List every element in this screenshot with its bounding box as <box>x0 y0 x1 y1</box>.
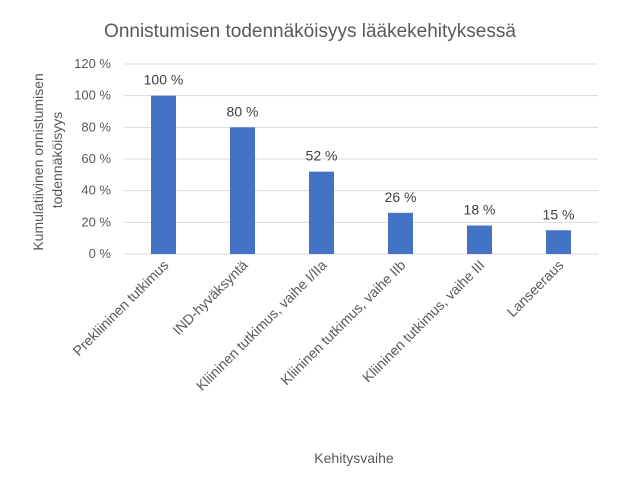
x-axis-categories: Prekliininen tutkimusIND-hyväksyntäKliin… <box>70 257 567 394</box>
bar <box>388 212 413 254</box>
x-category-label: Lanseeraus <box>504 257 567 320</box>
x-category-label: Prekliininen tutkimus <box>70 257 172 359</box>
bar <box>467 225 492 254</box>
y-tick-label: 20 % <box>81 214 111 229</box>
data-label: 100 % <box>144 72 184 88</box>
y-tick-label: 40 % <box>81 183 111 198</box>
x-category-label: Kliininen tutkimus, vaihe IIb <box>277 257 408 388</box>
y-tick-label: 100 % <box>74 88 111 103</box>
data-labels: 100 % 80 % 52 % 26 % 18 % 15 % <box>144 72 575 223</box>
data-label: 18 % <box>464 202 496 218</box>
x-category-label: IND-hyväksyntä <box>169 257 250 338</box>
data-label: 80 % <box>227 103 259 119</box>
y-tick-label: 120 % <box>74 56 111 71</box>
bar <box>309 171 334 254</box>
gridlines <box>124 63 598 255</box>
data-label: 15 % <box>543 206 575 222</box>
chart-title: Onnistumisen todennäköisyys lääkekehityk… <box>104 21 516 42</box>
bar <box>230 127 255 254</box>
y-axis-title-line-2: todennäköisyys <box>49 112 65 209</box>
y-axis-title-line-1: Kumulatiivinen onnistumisen <box>30 73 46 250</box>
bars <box>151 95 571 255</box>
y-axis-title: Kumulatiivinen onnistumisen todennäköisy… <box>30 69 65 250</box>
y-tick-label: 60 % <box>81 151 111 166</box>
y-tick-label: 80 % <box>81 119 111 134</box>
y-axis-ticks: 0 % 20 % 40 % 60 % 80 % 100 % 120 % <box>74 56 111 261</box>
data-label: 52 % <box>306 148 338 164</box>
bar <box>546 230 571 254</box>
y-tick-label: 0 % <box>89 246 112 261</box>
x-category-label: Kliininen tutkimus, vaihe I/IIa <box>193 257 330 394</box>
data-label: 26 % <box>385 189 417 205</box>
bar <box>151 95 176 255</box>
x-axis-title: Kehitysvaihe <box>314 450 394 466</box>
